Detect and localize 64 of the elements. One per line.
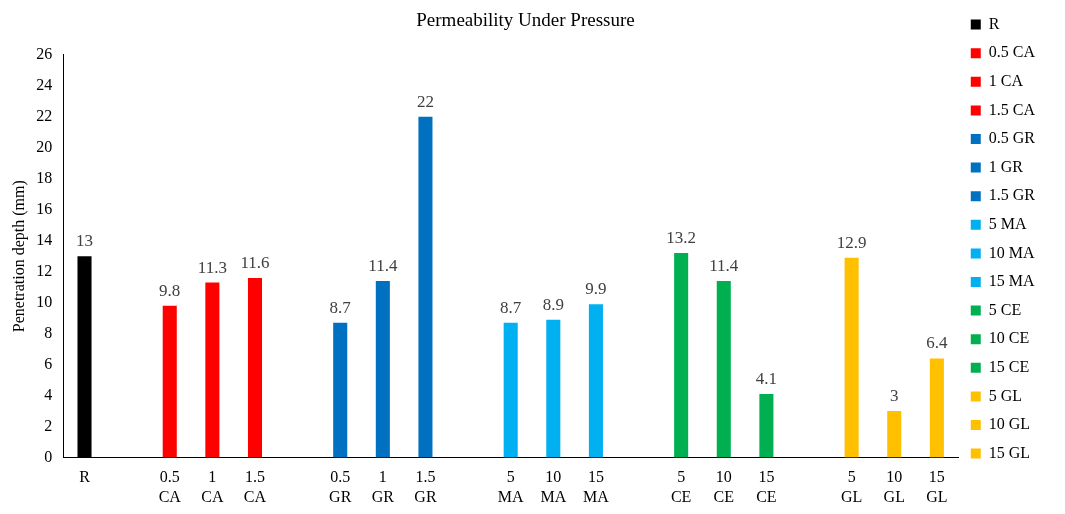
data-label: 3 <box>890 386 899 406</box>
x-tick-label: 0.5 CA <box>158 468 182 505</box>
legend-label: 1.5 GR <box>988 186 1036 204</box>
legend-label: 10 GL <box>988 415 1031 433</box>
x-tick-label: 5 MA <box>497 468 525 505</box>
y-tick-label: 10 <box>36 292 53 310</box>
data-label: 12.9 <box>836 232 867 252</box>
x-tick-label: 10 GL <box>883 468 905 505</box>
data-label: 11.3 <box>197 257 227 277</box>
chart-title: Permeability Under Pressure <box>416 9 635 31</box>
y-tick-label: 18 <box>36 168 53 186</box>
data-label: 8.7 <box>329 297 352 317</box>
y-tick-label: 24 <box>36 75 53 93</box>
legend-label: 10 MA <box>988 243 1035 261</box>
data-label: 11.4 <box>368 255 398 275</box>
data-label: 22 <box>416 91 434 111</box>
y-axis-title: Penetration depth (mm) <box>9 180 28 333</box>
y-tick-label: 4 <box>44 385 53 403</box>
legend-label: 5 MA <box>988 215 1027 232</box>
y-tick-label: 14 <box>36 230 53 248</box>
legend-label: 15 CE <box>988 358 1030 375</box>
x-tick-label: 15 GL <box>926 468 948 505</box>
data-label: 13.2 <box>666 228 697 248</box>
legend-label: 1.5 CA <box>988 100 1036 118</box>
x-tick-label: 5 CE <box>670 468 692 505</box>
y-tick-label: 8 <box>44 323 53 341</box>
legend-label: 0.5 CA <box>988 43 1036 61</box>
legend-label: 5 GL <box>988 386 1023 404</box>
y-tick-label: 20 <box>36 137 53 155</box>
y-tick-label: 26 <box>36 45 53 62</box>
data-label: 8.7 <box>500 297 522 317</box>
x-tick-label: 10 MA <box>540 468 567 505</box>
x-tick-label: R <box>79 468 91 486</box>
x-tick-label: 5 GL <box>840 468 863 505</box>
x-tick-label: 15 MA <box>583 468 610 505</box>
x-tick-label: 1.5 GR <box>414 468 437 505</box>
y-tick-label: 16 <box>36 199 53 217</box>
legend-label: 1 GR <box>988 157 1024 175</box>
x-tick-label: 1.5 CA <box>243 468 267 505</box>
data-label: 13 <box>76 231 94 251</box>
legend-label: R <box>988 14 1000 32</box>
data-label: 8.9 <box>542 294 564 314</box>
x-tick-label: 15 CE <box>756 468 777 505</box>
legend-label: 0.5 GR <box>988 129 1036 147</box>
legend-label: 1 CA <box>988 72 1024 89</box>
x-tick-label: 10 CE <box>713 468 734 505</box>
data-label: 11.6 <box>240 252 270 272</box>
data-label: 9.9 <box>585 279 607 299</box>
x-tick-label: 0.5 GR <box>329 468 352 505</box>
legend-label: 10 CE <box>988 329 1030 347</box>
data-label: 6.4 <box>926 333 948 353</box>
data-label: 9.8 <box>159 280 181 300</box>
x-tick-label: 1 GR <box>371 468 395 505</box>
legend-label: 15 MA <box>988 272 1035 290</box>
y-tick-label: 2 <box>44 416 53 434</box>
y-tick-label: 12 <box>36 261 53 279</box>
y-tick-label: 6 <box>44 354 53 372</box>
y-tick-label: 0 <box>44 447 53 465</box>
y-tick-label: 22 <box>36 106 53 124</box>
data-label: 4.1 <box>755 369 778 389</box>
data-label: 11.4 <box>709 255 739 275</box>
x-tick-label: 1 CA <box>201 468 224 505</box>
legend-label: 15 GL <box>988 443 1031 461</box>
legend-label: 5 CE <box>988 300 1022 318</box>
